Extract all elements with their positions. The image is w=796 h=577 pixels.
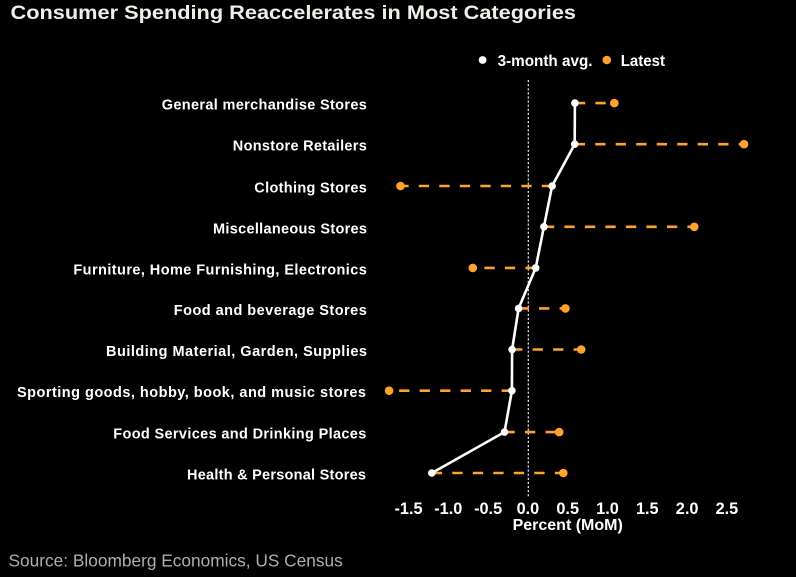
svg-text:Furniture, Home Furnishing, El: Furniture, Home Furnishing, Electronics — [73, 262, 366, 278]
svg-text:Health & Personal Stores: Health & Personal Stores — [187, 468, 366, 484]
svg-text:-1.5: -1.5 — [394, 500, 422, 518]
svg-text:0.5: 0.5 — [556, 500, 579, 518]
svg-text:Food and beverage Stores: Food and beverage Stores — [174, 303, 367, 319]
svg-text:Clothing Stores: Clothing Stores — [254, 181, 367, 197]
svg-text:-1.0: -1.0 — [434, 500, 462, 518]
svg-text:Building Material, Garden, Sup: Building Material, Garden, Supplies — [106, 344, 367, 360]
svg-text:Percent (MoM): Percent (MoM) — [513, 517, 623, 534]
svg-text:Nonstore Retailers: Nonstore Retailers — [233, 139, 367, 155]
svg-text:2.5: 2.5 — [716, 500, 739, 518]
svg-text:3-month avg.: 3-month avg. — [498, 53, 593, 70]
svg-text:Consumer Spending Reaccelerate: Consumer Spending Reaccelerates in Most … — [11, 3, 577, 24]
svg-text:2.0: 2.0 — [676, 500, 699, 518]
svg-text:Sporting goods, hobby, book, a: Sporting goods, hobby, book, and music s… — [17, 385, 366, 401]
svg-text:Latest: Latest — [621, 53, 665, 70]
svg-text:Food Services and Drinking Pla: Food Services and Drinking Places — [113, 427, 366, 443]
svg-text:0.0: 0.0 — [517, 500, 540, 518]
svg-text:-0.5: -0.5 — [474, 500, 502, 518]
svg-text:Source: Bloomberg Economics, U: Source: Bloomberg Economics, US Census — [9, 551, 344, 571]
svg-text:1.0: 1.0 — [596, 500, 619, 518]
svg-text:Miscellaneous Stores: Miscellaneous Stores — [213, 221, 367, 237]
svg-text:1.5: 1.5 — [636, 500, 659, 518]
svg-text:General merchandise Stores: General merchandise Stores — [162, 98, 367, 114]
